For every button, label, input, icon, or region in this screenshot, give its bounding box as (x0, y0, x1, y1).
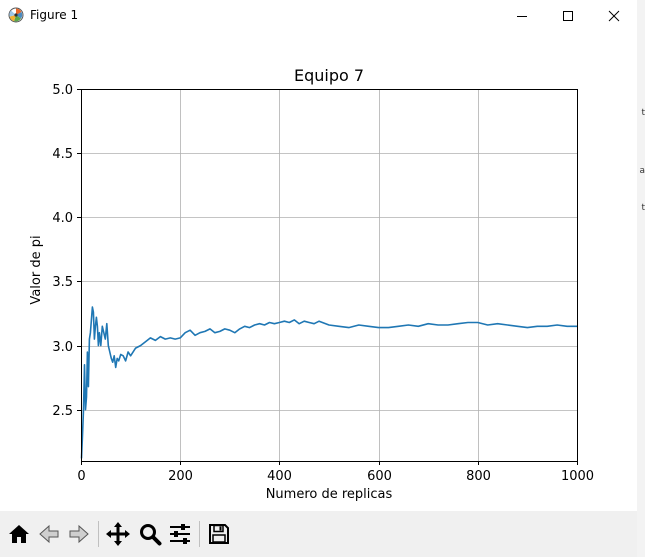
forward-button[interactable] (65, 519, 93, 549)
plot-area (80, 306, 577, 459)
grid-lines (81, 89, 578, 461)
sliders-icon (170, 524, 190, 544)
x-tick-label: 400 (267, 469, 292, 484)
minimize-button[interactable] (499, 0, 545, 31)
y-axis-label: Valor de pi (29, 235, 44, 304)
chart-title: Equipo 7 (294, 66, 364, 85)
x-tick-label: 200 (168, 469, 193, 484)
x-tick-label: 600 (367, 469, 392, 484)
navigation-toolbar (0, 511, 637, 557)
maximize-button[interactable] (545, 0, 591, 31)
series-line (80, 306, 577, 459)
toolbar-separator (98, 521, 99, 547)
y-tick-label: 2.5 (52, 404, 73, 419)
axes-frame (81, 89, 578, 462)
background-window-strip: t a t (637, 0, 645, 557)
title-bar[interactable]: Figure 1 (0, 0, 637, 31)
y-tick-label: 5.0 (52, 83, 73, 98)
y-tick-label: 3.5 (52, 275, 73, 290)
maximize-icon (563, 10, 573, 21)
home-icon (9, 525, 29, 543)
y-tick-label: 4.0 (52, 211, 73, 226)
pan-button[interactable] (104, 519, 132, 549)
x-tick-label: 800 (466, 469, 491, 484)
floppy-disk-icon (209, 524, 229, 544)
arrow-left-icon (39, 524, 59, 544)
close-icon (608, 10, 620, 21)
toolbar-separator (199, 521, 200, 547)
figure-canvas[interactable]: Equipo 7 Numero de replicas Valor de pi … (0, 31, 637, 511)
y-tick-label: 4.5 (52, 147, 73, 162)
magnifier-icon (140, 524, 162, 546)
x-axis-label: Numero de replicas (266, 487, 393, 502)
y-tick-label: 3.0 (52, 340, 73, 355)
x-tick-label: 1000 (561, 469, 594, 484)
minimize-icon (517, 15, 527, 17)
move-icon (106, 522, 130, 546)
zoom-button[interactable] (136, 519, 164, 549)
back-button[interactable] (35, 519, 63, 549)
line-chart[interactable]: Equipo 7 Numero de replicas Valor de pi … (0, 31, 637, 511)
close-button[interactable] (591, 0, 637, 31)
window-title: Figure 1 (30, 8, 79, 22)
home-button[interactable] (5, 519, 33, 549)
x-tick-label: 0 (77, 469, 85, 484)
axis-ticks: 0 200 400 600 800 1000 2.5 3.0 3.5 4.0 4.5 5.0 (52, 83, 594, 484)
configure-subplots-button[interactable] (166, 519, 194, 549)
save-button[interactable] (205, 519, 233, 549)
matplotlib-logo-icon (8, 7, 24, 23)
arrow-right-icon (69, 524, 89, 544)
